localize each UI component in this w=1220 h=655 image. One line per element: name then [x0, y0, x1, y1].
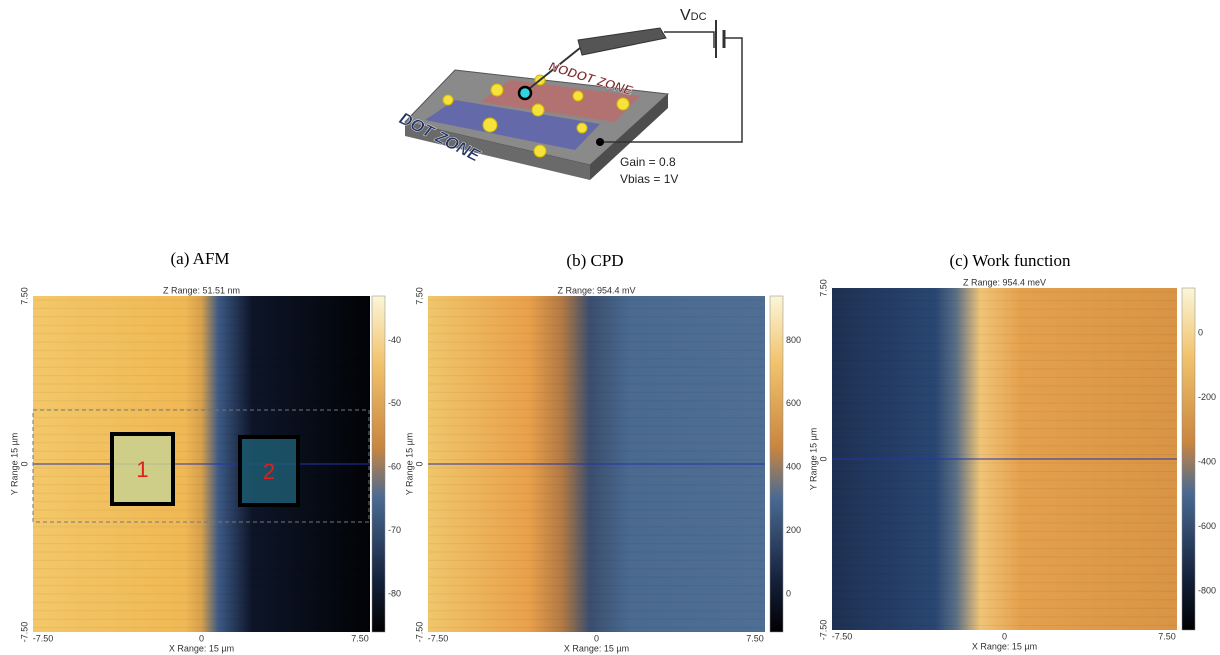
x-tick-label: 0 — [1002, 631, 1007, 641]
colorbar-tick-label: -50 — [388, 398, 401, 408]
y-tick-label: -7.50 — [19, 622, 29, 643]
colorbar-tick-label: 0 — [786, 588, 791, 598]
vbias: Vbias = 1V — [620, 172, 678, 186]
colorbar — [770, 296, 783, 632]
x-tick-label: 7.50 — [746, 633, 764, 643]
colorbar — [372, 296, 385, 632]
panel-title: (a) AFM — [170, 249, 229, 268]
panel: (c) Work function Z Range: 954.4 meV 7.50 0… — [808, 251, 1216, 651]
x-tick-label: 7.50 — [1158, 631, 1176, 641]
y-tick-label: 0 — [19, 461, 29, 466]
y-axis-label: Y Range 15 µm — [808, 428, 818, 491]
colorbar-tick-label: -200 — [1198, 392, 1216, 402]
x-tick-label: -7.50 — [33, 633, 54, 643]
y-axis-label: Y Range 15 µm — [404, 433, 414, 496]
contact — [596, 138, 604, 146]
panel-title: (c) Work function — [949, 251, 1071, 270]
x-axis-label: X Range: 15 µm — [564, 643, 629, 653]
x-axis-label: X Range: 15 µm — [169, 643, 234, 653]
figure: VDC NODOT ZONE DOT ZONE Gain = 0.8 Vbias… — [0, 0, 1220, 655]
colorbar-tick-label: -80 — [388, 588, 401, 598]
colorbar-tick-label: 0 — [1198, 328, 1203, 338]
colorbar-tick-label: -40 — [388, 335, 401, 345]
colorbar-tick-label: -400 — [1198, 457, 1216, 467]
y-tick-label: 0 — [414, 461, 424, 466]
colorbar-tick-label: 800 — [786, 335, 801, 345]
wire — [664, 32, 714, 48]
panel: (a) AFM Z Range: 51.51 nm 7.50 0 -7.50 Y Rang… — [9, 249, 401, 653]
region-label: 1 — [136, 457, 148, 482]
schematic: VDC NODOT ZONE DOT ZONE Gain = 0.8 Vbias… — [396, 7, 742, 186]
cantilever — [578, 28, 666, 55]
x-tick-label: 0 — [199, 633, 204, 643]
z-range: Z Range: 954.4 meV — [963, 277, 1046, 287]
y-tick-label: -7.50 — [818, 620, 828, 641]
panel-title: (b) CPD — [566, 251, 623, 270]
x-tick-label: -7.50 — [832, 631, 853, 641]
x-tick-label: -7.50 — [428, 633, 449, 643]
colorbar-tick-label: 200 — [786, 525, 801, 535]
colorbar-tick-label: 400 — [786, 462, 801, 472]
y-tick-label: 7.50 — [818, 279, 828, 297]
colorbar-tick-label: -70 — [388, 525, 401, 535]
tip-apex — [519, 87, 531, 99]
voltage-label: VDC — [680, 7, 707, 24]
gain: Gain = 0.8 — [620, 155, 676, 169]
y-tick-label: 0 — [818, 456, 828, 461]
colorbar-tick-label: -800 — [1198, 586, 1216, 596]
y-tick-label: 7.50 — [414, 287, 424, 305]
panel: (b) CPD Z Range: 954.4 mV 7.50 0 -7.50 Y Rang… — [404, 251, 801, 653]
subscript: DC — [691, 11, 707, 23]
y-tick-label: 7.50 — [19, 287, 29, 305]
colorbar-tick-label: -600 — [1198, 521, 1216, 531]
y-axis-label: Y Range 15 µm — [9, 433, 19, 496]
x-axis-label: X Range: 15 µm — [972, 641, 1037, 651]
v: V — [680, 7, 691, 24]
z-range: Z Range: 51.51 nm — [163, 285, 240, 295]
colorbar — [1182, 288, 1195, 630]
region-label: 2 — [263, 459, 275, 484]
z-range: Z Range: 954.4 mV — [557, 285, 635, 295]
colorbar-tick-label: -60 — [388, 462, 401, 472]
x-tick-label: 0 — [594, 633, 599, 643]
y-tick-label: -7.50 — [414, 622, 424, 643]
colorbar-tick-label: 600 — [786, 398, 801, 408]
x-tick-label: 7.50 — [351, 633, 369, 643]
